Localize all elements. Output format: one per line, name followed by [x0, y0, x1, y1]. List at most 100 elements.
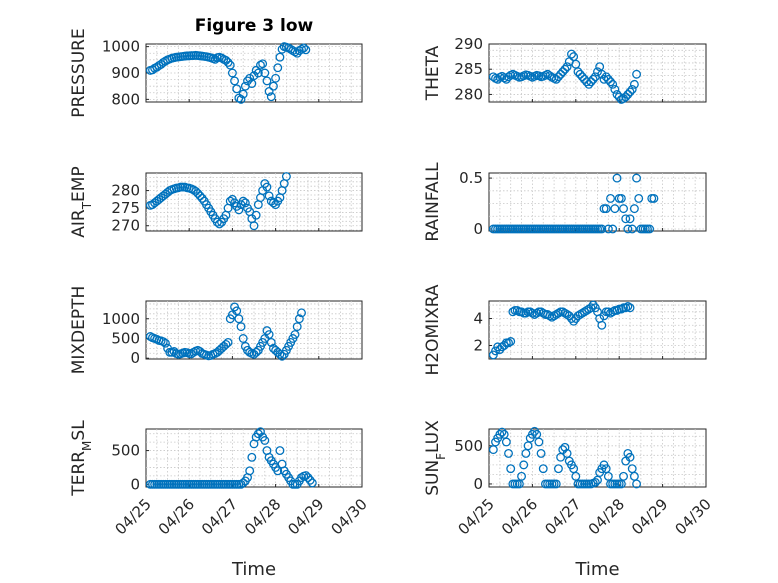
data-point	[616, 193, 626, 203]
data-point	[588, 300, 598, 310]
data-point	[562, 62, 572, 72]
data-point	[560, 442, 570, 452]
data-point	[299, 43, 309, 53]
y-tick-label: 0	[473, 475, 483, 493]
data-point	[597, 224, 607, 234]
data-point	[193, 188, 203, 198]
data-point	[292, 322, 302, 332]
data-point	[610, 204, 620, 214]
data-point	[573, 67, 583, 77]
data-point	[521, 308, 531, 318]
data-point	[519, 460, 529, 470]
data-point	[294, 314, 304, 324]
data-point	[294, 46, 304, 56]
data-point	[551, 479, 561, 489]
data-point	[549, 311, 559, 321]
data-point	[251, 65, 261, 75]
data-point	[603, 74, 613, 84]
data-point	[614, 92, 624, 102]
y-axis-label-air_temp: AIRTEMP	[69, 166, 94, 237]
data-point	[525, 307, 535, 317]
y-tick-label: 1000	[102, 310, 140, 328]
data-point	[277, 351, 287, 361]
data-point	[538, 464, 548, 474]
data-point	[260, 68, 270, 78]
y-tick-label: 2	[473, 337, 483, 355]
data-point	[303, 473, 313, 483]
y-tick-label: 900	[111, 64, 140, 82]
data-point	[305, 475, 315, 485]
y-axis-label-pressure: PRESSURE	[69, 28, 89, 117]
data-point	[621, 92, 631, 102]
y-axis-label-terr_msl: TERRMSL	[69, 420, 94, 497]
subplot-h2omixra: 2 4 H2OMIXRA	[423, 284, 707, 376]
data-point	[214, 219, 224, 229]
data-point	[612, 173, 622, 183]
data-point	[504, 72, 513, 82]
data-point	[582, 305, 592, 315]
x-tick-label: 04/27	[541, 495, 584, 538]
data-point	[504, 448, 513, 458]
data-point	[621, 214, 631, 224]
data-point	[551, 74, 561, 84]
x-tick-label: 04/29	[284, 495, 327, 538]
data-point	[230, 76, 240, 86]
data-point	[543, 310, 553, 319]
data-point	[256, 427, 265, 437]
x-tick-label: 04/26	[155, 495, 198, 538]
data-point	[590, 477, 600, 487]
data-point	[553, 308, 563, 318]
data-point	[297, 44, 306, 54]
data-point	[495, 429, 505, 439]
data-point	[601, 204, 611, 214]
data-point	[597, 320, 607, 330]
x-tick-label: 04/27	[198, 495, 241, 538]
data-point	[148, 65, 157, 75]
subplot-theta: 280 285 290 THETA	[423, 35, 707, 104]
data-point	[225, 60, 235, 70]
y-tick-label: 0	[130, 475, 140, 493]
x-tick-label: 04/26	[498, 495, 541, 538]
y-tick-label: 280	[454, 85, 483, 103]
data-point	[245, 73, 255, 83]
data-point	[534, 437, 544, 447]
data-point	[593, 67, 602, 77]
data-point	[632, 69, 642, 79]
data-point	[501, 437, 511, 447]
data-point	[195, 191, 205, 201]
data-point	[281, 172, 291, 181]
data-point	[238, 478, 248, 488]
data-point	[517, 471, 526, 481]
data-point	[627, 224, 637, 234]
data-point	[632, 173, 642, 183]
data-point	[506, 464, 516, 474]
data-point	[603, 224, 613, 234]
data-point	[586, 77, 596, 87]
subplot-terr_msl: 0 500 TERRMSL 04/25 04/26 04/27 04/28 04/29 04/3…	[69, 420, 371, 580]
data-point	[297, 308, 306, 318]
data-point	[264, 87, 274, 96]
data-point	[621, 303, 631, 313]
data-point	[251, 347, 261, 357]
data-point	[262, 76, 272, 86]
data-point	[545, 71, 555, 81]
data-point	[266, 337, 276, 347]
y-axis-label-rainfall: RAINFALL	[423, 162, 443, 242]
y-tick-label: 800	[111, 90, 140, 108]
subplot-pressure: 800 900 1000 PRESSURE Figure 3 low	[69, 16, 363, 118]
data-point	[273, 466, 283, 476]
y-tick-label: 500	[111, 329, 140, 347]
data-point	[606, 77, 615, 87]
data-point	[251, 210, 261, 220]
data-point	[532, 308, 542, 318]
y-tick-label: 4	[473, 310, 483, 328]
data-point	[645, 224, 655, 234]
data-point	[553, 72, 563, 82]
y-tick-label: 285	[454, 60, 483, 78]
data-point	[588, 74, 598, 84]
data-point	[256, 60, 265, 70]
x-tick-label: 04/30	[672, 495, 715, 538]
data-point	[627, 84, 637, 94]
